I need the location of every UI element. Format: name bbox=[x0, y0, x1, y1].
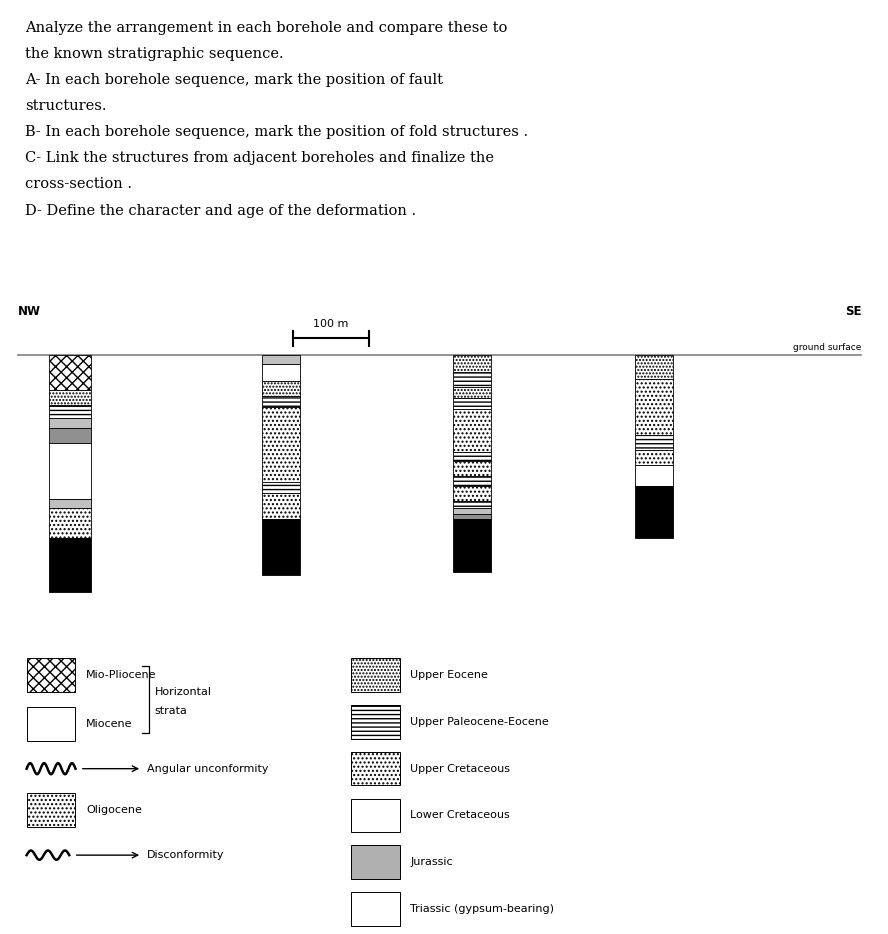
Bar bbox=[635, 355, 673, 379]
Bar bbox=[49, 418, 91, 428]
Bar bbox=[453, 461, 491, 476]
Bar bbox=[49, 355, 91, 390]
Bar bbox=[49, 499, 91, 508]
Text: ground surface: ground surface bbox=[793, 343, 861, 352]
Text: strata: strata bbox=[155, 706, 187, 715]
Bar bbox=[262, 381, 300, 396]
Text: Angular unconformity: Angular unconformity bbox=[147, 764, 268, 773]
Bar bbox=[262, 364, 300, 381]
Text: the known stratigraphic sequence.: the known stratigraphic sequence. bbox=[25, 47, 283, 61]
Text: Oligocene: Oligocene bbox=[86, 805, 142, 815]
Text: Lower Cretaceous: Lower Cretaceous bbox=[410, 811, 510, 820]
Bar bbox=[351, 845, 400, 879]
Bar bbox=[262, 407, 300, 482]
Text: SE: SE bbox=[844, 304, 861, 318]
Text: Upper Eocene: Upper Eocene bbox=[410, 671, 488, 680]
Text: Triassic (gypsum-bearing): Triassic (gypsum-bearing) bbox=[410, 904, 554, 913]
Bar bbox=[49, 390, 91, 405]
Bar bbox=[27, 794, 75, 828]
Bar bbox=[635, 379, 673, 435]
Bar bbox=[351, 658, 400, 692]
Text: A- In each borehole sequence, mark the position of fault: A- In each borehole sequence, mark the p… bbox=[25, 73, 443, 87]
Text: Upper Paleocene-Eocene: Upper Paleocene-Eocene bbox=[410, 717, 549, 727]
Text: cross-section .: cross-section . bbox=[25, 177, 131, 191]
Text: Disconformity: Disconformity bbox=[147, 850, 224, 860]
Text: C- Link the structures from adjacent boreholes and finalize the: C- Link the structures from adjacent bor… bbox=[25, 151, 494, 165]
Text: D- Define the character and age of the deformation .: D- Define the character and age of the d… bbox=[25, 204, 416, 218]
Bar bbox=[453, 519, 491, 572]
Bar bbox=[262, 396, 300, 407]
Bar bbox=[635, 465, 673, 486]
Bar bbox=[453, 387, 491, 398]
Text: Upper Cretaceous: Upper Cretaceous bbox=[410, 764, 511, 773]
Bar bbox=[453, 372, 491, 387]
Bar bbox=[351, 892, 400, 926]
Bar bbox=[453, 398, 491, 409]
Bar bbox=[351, 799, 400, 832]
Bar bbox=[635, 435, 673, 450]
Bar bbox=[27, 658, 75, 692]
Bar bbox=[453, 501, 491, 508]
Bar bbox=[262, 519, 300, 575]
Text: Jurassic: Jurassic bbox=[410, 857, 453, 867]
Text: structures.: structures. bbox=[25, 99, 107, 113]
Bar bbox=[453, 514, 491, 519]
Bar bbox=[453, 452, 491, 461]
Bar bbox=[453, 486, 491, 501]
Bar bbox=[453, 355, 491, 372]
Bar bbox=[27, 707, 75, 741]
Text: Analyze the arrangement in each borehole and compare these to: Analyze the arrangement in each borehole… bbox=[25, 21, 507, 35]
Bar bbox=[635, 450, 673, 465]
Text: 100 m: 100 m bbox=[313, 318, 348, 329]
Bar bbox=[351, 752, 400, 785]
Text: NW: NW bbox=[18, 304, 41, 318]
Bar bbox=[49, 428, 91, 443]
Bar bbox=[49, 538, 91, 592]
Text: Miocene: Miocene bbox=[86, 719, 132, 729]
Bar bbox=[49, 508, 91, 538]
Text: Horizontal: Horizontal bbox=[155, 687, 211, 697]
Bar bbox=[262, 355, 300, 364]
Bar bbox=[453, 508, 491, 514]
Bar bbox=[453, 409, 491, 452]
Bar bbox=[262, 493, 300, 519]
Text: Mio-Pliocene: Mio-Pliocene bbox=[86, 671, 156, 680]
Bar bbox=[351, 705, 400, 739]
Bar bbox=[262, 482, 300, 493]
Bar bbox=[49, 443, 91, 499]
Bar bbox=[635, 486, 673, 538]
Bar bbox=[453, 476, 491, 486]
Bar bbox=[49, 405, 91, 418]
Text: B- In each borehole sequence, mark the position of fold structures .: B- In each borehole sequence, mark the p… bbox=[25, 125, 528, 139]
